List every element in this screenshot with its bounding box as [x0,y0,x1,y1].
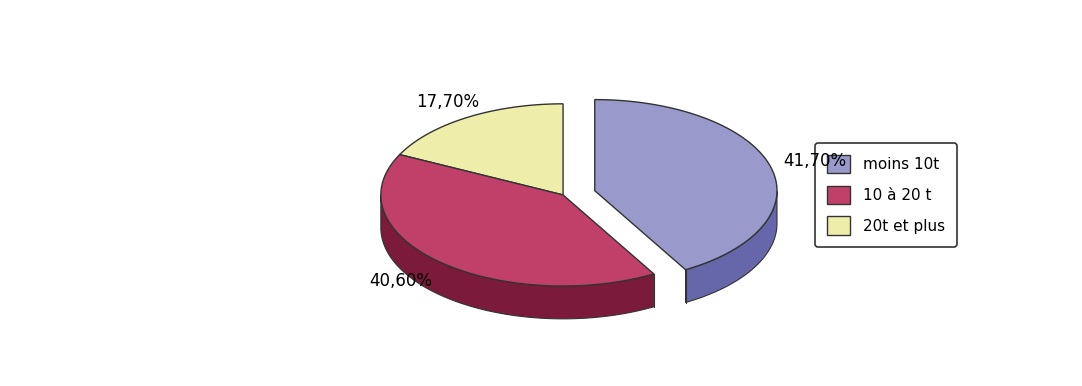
Polygon shape [381,154,654,286]
Text: 40,60%: 40,60% [369,272,433,290]
Legend: moins 10t, 10 à 20 t, 20t et plus: moins 10t, 10 à 20 t, 20t et plus [815,142,956,247]
Text: 41,70%: 41,70% [783,152,846,170]
Polygon shape [381,195,654,319]
Polygon shape [399,104,563,195]
Polygon shape [686,191,777,303]
Text: 17,70%: 17,70% [417,93,479,111]
Polygon shape [595,100,777,270]
